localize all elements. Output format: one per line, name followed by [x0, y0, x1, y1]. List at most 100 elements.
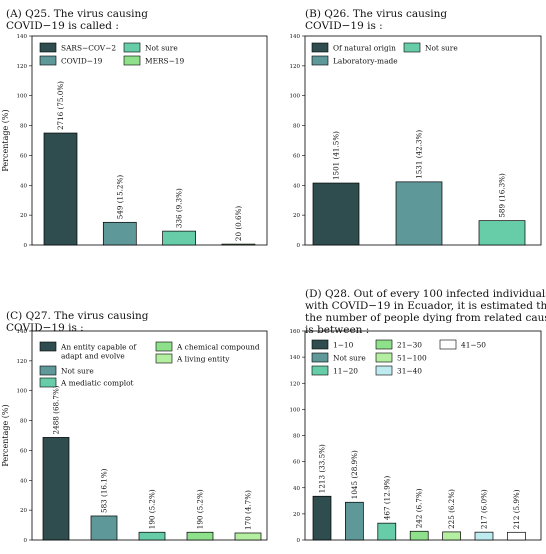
data-label: 549 (15.2%) — [115, 175, 124, 220]
legend-label: COVID−19 — [61, 57, 103, 66]
y-tick-label: 60 — [20, 448, 27, 454]
y-tick-label: 0 — [24, 243, 28, 249]
y-tick-label: 20 — [293, 213, 300, 219]
legend-label: A mediatic complot — [60, 379, 134, 388]
bar — [507, 532, 525, 540]
bar — [187, 532, 213, 540]
chart-title-line: (D) Q28. Out of every 100 infected indiv… — [305, 288, 546, 300]
y-tick-label: 0 — [297, 243, 301, 249]
y-tick-label: 80 — [20, 419, 27, 425]
legend-swatch — [40, 56, 56, 65]
legend-swatch — [124, 43, 140, 52]
bar — [103, 222, 136, 245]
y-tick-label: 60 — [20, 153, 27, 159]
chart-title-line: (C) Q27. The virus causing — [6, 310, 149, 322]
y-tick-label: 100 — [17, 389, 28, 395]
legend-swatch — [40, 43, 56, 52]
legend-swatch — [312, 366, 328, 375]
legend-label: A living entity — [176, 355, 230, 364]
legend-label: SARS−COV−2 — [61, 44, 116, 53]
y-tick-label: 40 — [293, 486, 300, 492]
legend-label: 21−30 — [397, 341, 422, 350]
bar — [163, 231, 196, 245]
y-tick-label: 100 — [290, 94, 301, 100]
data-label: 1045 (28.9%) — [350, 450, 359, 499]
chart-title-line: (A) Q25. The virus causing — [6, 8, 148, 20]
chart-title-line: with COVID−19 in Ecuador, it is estimate… — [305, 300, 546, 312]
y-tick-label: 140 — [290, 355, 301, 361]
data-label: 225 (6.2%) — [447, 489, 456, 529]
data-label: 2488 (68.7%) — [52, 385, 61, 434]
data-label: 336 (9.3%) — [175, 188, 184, 228]
chart-title-line: COVID−19 is : — [305, 20, 383, 32]
bar — [235, 533, 261, 540]
bar — [43, 437, 69, 540]
chart-title-line: the number of people dying from related … — [305, 312, 546, 324]
bar — [479, 221, 525, 245]
bar — [378, 523, 396, 540]
y-tick-label: 60 — [293, 153, 300, 159]
legend-swatch — [376, 353, 392, 362]
data-label: 212 (5.9%) — [512, 489, 521, 529]
data-label: 583 (16.1%) — [100, 468, 109, 513]
bar — [443, 532, 461, 540]
data-label: 589 (16.3%) — [498, 173, 507, 218]
legend-label: Not sure — [61, 367, 94, 376]
data-label: 190 (5.2%) — [196, 489, 205, 529]
y-tick-label: 60 — [293, 460, 300, 466]
legend-swatch — [376, 366, 392, 375]
y-tick-label: 120 — [290, 64, 301, 70]
data-label: 1213 (33.5%) — [318, 444, 327, 493]
bar — [345, 502, 363, 540]
y-tick-label: 100 — [290, 407, 301, 413]
legend-label: 1−10 — [333, 341, 354, 350]
y-tick-label: 140 — [17, 329, 28, 335]
legend-swatch — [440, 340, 456, 349]
y-tick-label: 140 — [290, 34, 301, 40]
y-tick-label: 80 — [293, 124, 300, 130]
legend-label: 11−20 — [333, 367, 358, 376]
legend-label: 41−50 — [461, 341, 486, 350]
legend-swatch — [40, 342, 56, 351]
legend-swatch — [312, 56, 328, 65]
data-label: 2716 (75.0%) — [56, 81, 65, 130]
bar — [139, 532, 165, 540]
legend-label: Not sure — [333, 354, 366, 363]
legend-swatch — [404, 43, 420, 52]
legend-label: A chemical compound — [176, 343, 260, 352]
chart-title-line: is between : — [305, 324, 369, 336]
y-tick-label: 120 — [17, 64, 28, 70]
y-tick-label: 40 — [20, 478, 27, 484]
y-tick-label: 80 — [20, 124, 27, 130]
legend-swatch — [312, 43, 328, 52]
y-tick-label: 100 — [17, 94, 28, 100]
bar — [313, 496, 331, 540]
legend-label: Of natural origin — [333, 44, 396, 53]
data-label: 190 (5.2%) — [148, 489, 157, 529]
y-axis-label: Percentage (%) — [1, 404, 10, 466]
legend-label: Laboratory-made — [333, 57, 398, 66]
legend-label: MERS−19 — [145, 57, 184, 66]
bar — [91, 516, 117, 540]
y-tick-label: 40 — [20, 183, 27, 189]
legend-swatch — [376, 340, 392, 349]
data-label: 20 (0.6%) — [234, 206, 243, 241]
chart-title-line: (B) Q26. The virus causing — [305, 8, 447, 20]
data-label: 467 (12.9%) — [382, 476, 391, 521]
y-tick-label: 140 — [17, 34, 28, 40]
y-tick-label: 120 — [17, 359, 28, 365]
y-tick-label: 0 — [297, 538, 301, 544]
data-label: 170 (4.7%) — [244, 490, 253, 530]
data-label: 242 (6.7%) — [415, 488, 424, 528]
y-tick-label: 20 — [20, 213, 27, 219]
legend-label: adapt and evolve — [61, 352, 125, 361]
y-tick-label: 40 — [293, 183, 300, 189]
bar — [475, 532, 493, 540]
bar — [410, 531, 428, 540]
